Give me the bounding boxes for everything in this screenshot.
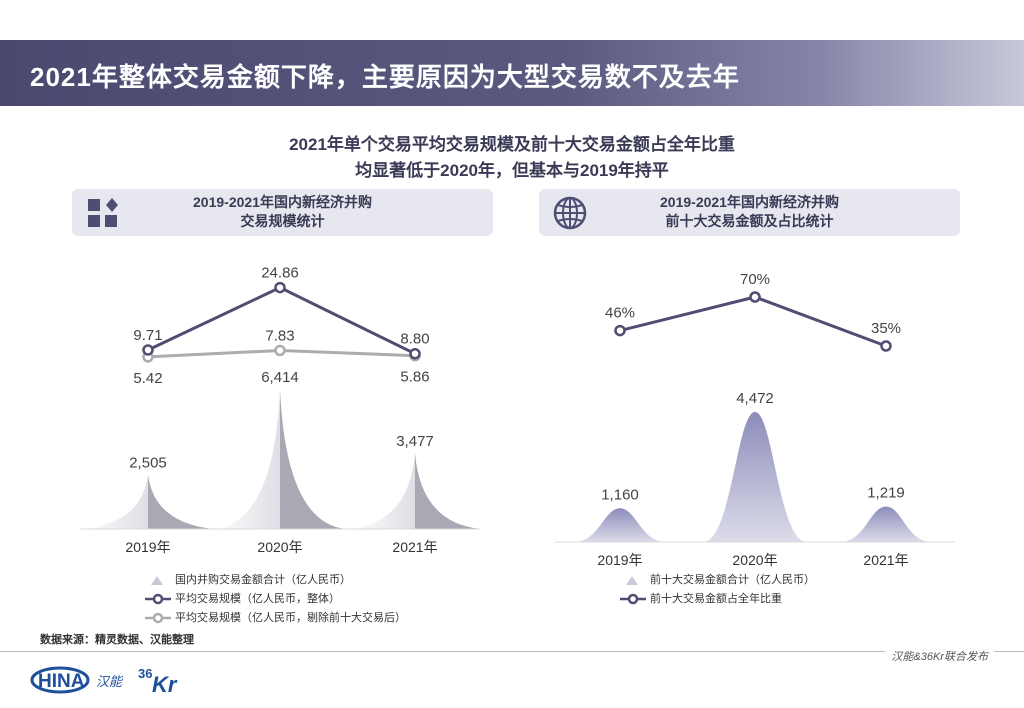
area-data-label: 4,472 bbox=[736, 390, 774, 407]
footer-divider bbox=[0, 651, 1024, 652]
series-point-overall bbox=[274, 281, 286, 294]
line-data-label-overall: 24.86 bbox=[261, 265, 299, 282]
area-data-label: 2,505 bbox=[129, 454, 167, 471]
line-data-label-overall: 9.71 bbox=[133, 327, 162, 344]
title-bar: 2021年整体交易金额下降，主要原因为大型交易数不及去年 bbox=[0, 40, 1024, 106]
right-panel-header: 2019-2021年国内新经济并购 前十大交易金额及占比统计 bbox=[539, 189, 960, 236]
area-left-half bbox=[214, 389, 280, 529]
series-point-overall bbox=[409, 347, 421, 360]
left-panel-title: 2019-2021年国内新经济并购 交易规模统计 bbox=[72, 193, 493, 231]
left-chart: 2,505 6,414 3,477 2019年 2020年 2021年 5.42 7.83 5.… bbox=[80, 265, 481, 555]
x-tick-label: 2021年 bbox=[863, 552, 908, 568]
right-legend: 前十大交易金额合计（亿人民币） 前十大交易金额占全年比重 bbox=[620, 572, 920, 610]
area-bell bbox=[703, 412, 807, 542]
line-data-label-overall: 8.80 bbox=[400, 331, 429, 348]
series-point-overall bbox=[142, 344, 154, 356]
area-bell bbox=[574, 508, 666, 542]
chart-subtitle-line1: 2021年单个交易平均交易规模及前十大交易金额占全年比重 bbox=[289, 135, 735, 154]
right-panel-title-line1: 2019-2021年国内新经济并购 bbox=[660, 194, 839, 210]
globe-icon bbox=[553, 196, 587, 230]
data-source: 数据来源：精灵数据、汉能整理 bbox=[40, 634, 194, 646]
area-data-label: 6,414 bbox=[261, 369, 299, 386]
line-data-label-share: 70% bbox=[740, 271, 770, 288]
series-point-share bbox=[880, 340, 892, 352]
area-peak bbox=[280, 389, 346, 529]
right-panel-title: 2019-2021年国内新经济并购 前十大交易金额及占比统计 bbox=[539, 193, 960, 231]
area-peak bbox=[415, 453, 481, 529]
x-tick-label: 2019年 bbox=[125, 539, 170, 555]
x-tick-label: 2020年 bbox=[732, 552, 777, 568]
chart-subtitle-line2: 均显著低于2020年，但基本与2019年持平 bbox=[355, 161, 669, 180]
right-panel-title-line2: 前十大交易金额及占比统计 bbox=[665, 213, 834, 229]
area-left-half bbox=[82, 474, 148, 529]
left-panel-title-line1: 2019-2021年国内新经济并购 bbox=[193, 194, 372, 210]
x-tick-label: 2021年 bbox=[392, 539, 437, 555]
36kr-logo-text: Kr bbox=[152, 672, 178, 697]
series-point-share bbox=[614, 324, 626, 337]
area-data-label: 1,160 bbox=[601, 486, 639, 503]
area-bell bbox=[840, 506, 932, 542]
series-point-share bbox=[749, 291, 761, 303]
area-peak bbox=[148, 474, 214, 529]
area-left-half bbox=[349, 453, 415, 529]
china-logo-glyph: 汉能 bbox=[96, 675, 124, 690]
line-data-label-excl: 7.83 bbox=[265, 327, 294, 344]
page-title: 2021年整体交易金额下降，主要原因为大型交易数不及去年 bbox=[30, 62, 740, 92]
grid-diamond-icon bbox=[88, 198, 118, 227]
left-panel-header: 2019-2021年国内新经济并购 交易规模统计 bbox=[72, 189, 493, 236]
36kr-logo: 36 Kr bbox=[138, 666, 178, 697]
china-logo-text: HINA bbox=[38, 671, 85, 692]
x-tick-label: 2019年 bbox=[597, 552, 642, 568]
line-data-label-excl: 5.86 bbox=[400, 369, 429, 386]
line-data-label-share: 46% bbox=[605, 305, 635, 322]
line-data-label-excl: 5.42 bbox=[133, 370, 162, 387]
area-data-label: 1,219 bbox=[867, 485, 905, 502]
36kr-logo-num: 36 bbox=[138, 666, 152, 681]
area-data-label: 3,477 bbox=[396, 433, 434, 450]
left-legend: 国内并购交易金额合计（亿人民币） 平均交易规模（亿人民币，整体） 平均交易规模（… bbox=[145, 572, 485, 628]
series-point-excl bbox=[274, 344, 286, 357]
left-panel-title-line2: 交易规模统计 bbox=[240, 213, 325, 229]
publisher-note: 汉能&36Kr联合发布 bbox=[885, 648, 994, 664]
china-renaissance-logo: HINA 汉能 bbox=[30, 666, 124, 694]
series-line-share bbox=[619, 295, 887, 348]
x-tick-label: 2020年 bbox=[257, 539, 302, 555]
right-chart: 1,160 4,472 1,219 2019年 2020年 2021年 46% 70% 35% bbox=[555, 271, 955, 568]
line-data-label-share: 35% bbox=[871, 320, 901, 337]
